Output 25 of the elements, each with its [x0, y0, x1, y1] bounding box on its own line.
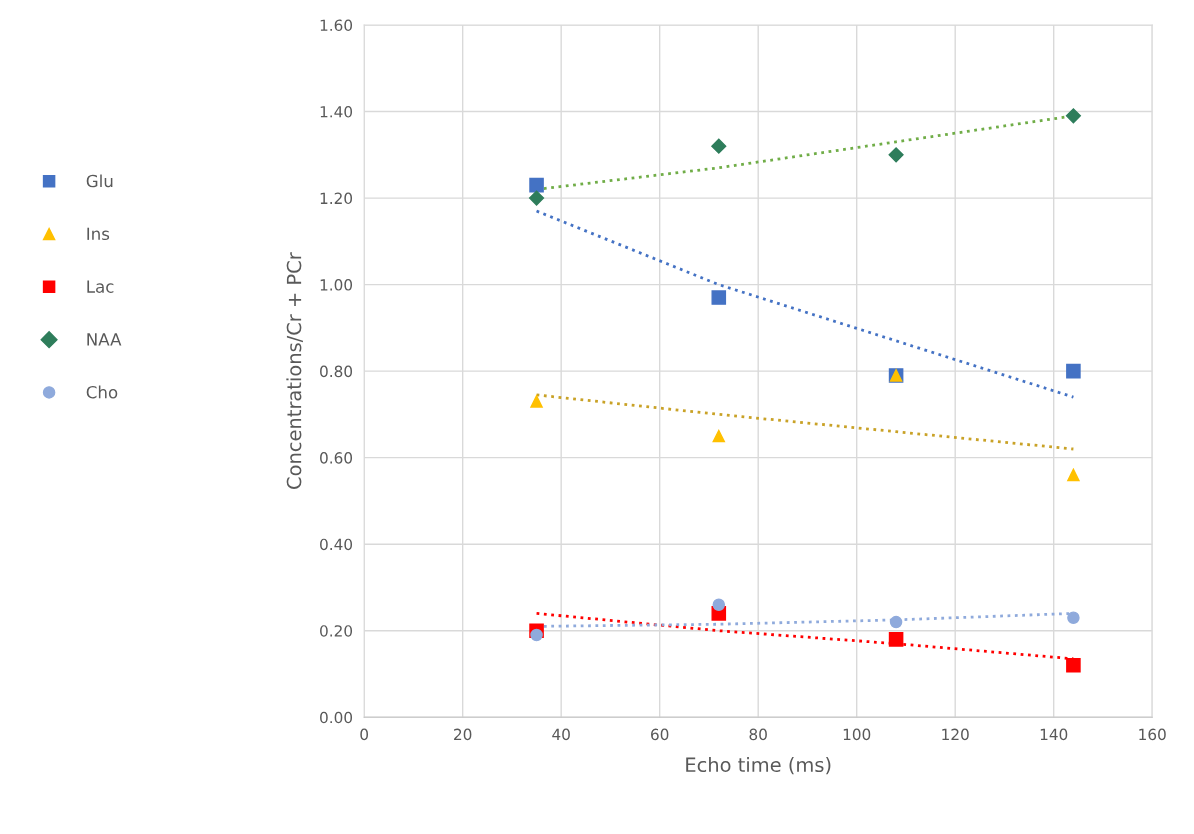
y-tick-label: 1.00: [320, 279, 353, 291]
y-tick-label: 0.40: [320, 538, 353, 551]
legend-label: Cho: [86, 385, 118, 399]
x-tick-label: 140: [1040, 728, 1068, 741]
legend-label: NAA: [87, 333, 122, 346]
x-axis-title: Echo time (ms): [686, 757, 831, 775]
y-tick-label: 0.60: [320, 452, 353, 464]
y-tick-label: 1.20: [320, 192, 353, 205]
x-tick-label: 160: [1139, 728, 1166, 741]
x-tick-label: 120: [942, 728, 969, 741]
x-tick-label: 20: [454, 728, 472, 741]
y-tick-label: 1.60: [320, 19, 353, 32]
y-tick-label: 0.80: [320, 365, 353, 378]
legend-label: Lac: [87, 280, 114, 293]
x-tick-label: 80: [749, 728, 767, 741]
y-axis-title: Concentrations/Cr + PCr: [286, 252, 303, 489]
legend-label: Ins: [87, 227, 110, 241]
y-tick-label: 1.40: [320, 106, 353, 118]
x-tick-label: 100: [843, 728, 871, 741]
x-tick-label: 40: [552, 728, 570, 741]
y-tick-label: 0.20: [320, 625, 353, 637]
y-tick-label: 0.00: [320, 711, 353, 724]
x-tick-label: 60: [651, 728, 669, 741]
x-tick-label: 0: [360, 728, 369, 741]
legend-label: Glu: [86, 174, 113, 188]
